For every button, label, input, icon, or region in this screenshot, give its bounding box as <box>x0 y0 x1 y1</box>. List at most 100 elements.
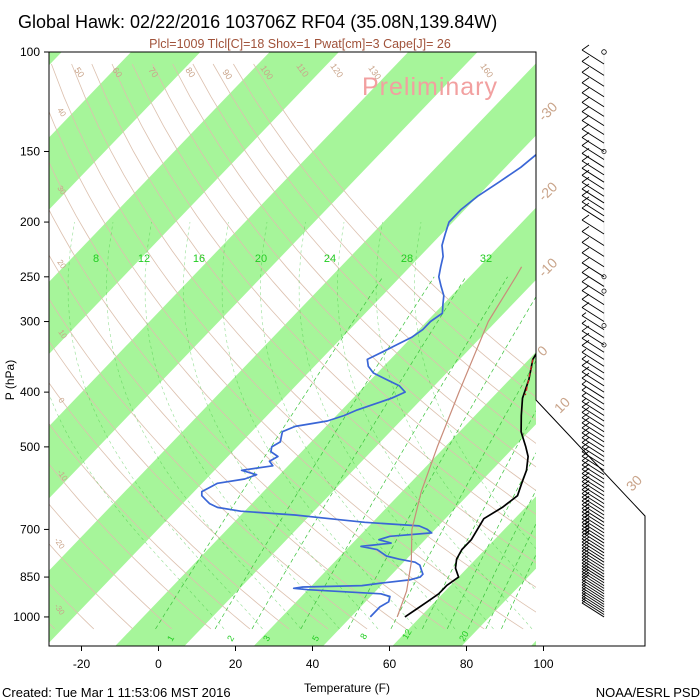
wind-barb <box>581 355 605 374</box>
wind-barb <box>581 566 605 586</box>
barb-flag <box>581 520 590 527</box>
wind-barb <box>581 392 605 411</box>
y-axis-label: P (hPa) <box>3 360 17 400</box>
wind-barb <box>581 560 605 581</box>
moist-adiabat <box>260 222 456 630</box>
barb-shaft <box>581 504 605 520</box>
wind-barb <box>581 360 605 380</box>
wind-barb <box>581 196 605 217</box>
barb-half-flag <box>581 380 587 385</box>
barb-shaft <box>581 241 605 257</box>
dry-adiabat <box>111 63 536 539</box>
barb-flag <box>581 267 590 273</box>
barb-flag <box>581 530 590 536</box>
barb-flag <box>581 162 590 169</box>
barb-flag <box>581 97 590 103</box>
isotherm-label: -20 <box>535 178 561 204</box>
wind-barb <box>581 87 605 108</box>
barb-shaft <box>581 559 605 575</box>
mixing-ratio-line <box>390 359 536 630</box>
dry-adiabat <box>0 64 16 629</box>
barb-shaft <box>581 137 605 152</box>
barb-flag <box>581 510 590 516</box>
y-tick-label: 250 <box>20 270 40 284</box>
barb-half-flag <box>581 312 587 316</box>
barb-shaft <box>581 521 605 537</box>
footer-credit: NOAA/ESRL PSD <box>596 685 700 700</box>
y-tick-label: 850 <box>20 570 40 584</box>
barb-shaft <box>581 417 605 433</box>
mixing-ratio-line <box>446 452 536 630</box>
wind-barb <box>581 97 605 117</box>
barb-shaft <box>581 351 605 367</box>
barb-shaft <box>581 120 605 135</box>
moist-adiabat <box>49 393 225 630</box>
barb-shaft <box>581 602 605 618</box>
barb-half-flag <box>584 495 590 500</box>
mixing-ratio-line <box>421 410 536 630</box>
barb-flag <box>581 66 590 73</box>
barb-shaft <box>581 152 605 168</box>
barb-shaft <box>581 71 605 87</box>
barb-shaft <box>581 455 605 471</box>
dry-adiabat <box>49 340 329 630</box>
barb-flag <box>581 366 590 373</box>
dewpoint-line <box>200 153 536 618</box>
barb-flag <box>581 236 590 243</box>
barb-flag <box>581 516 590 523</box>
moist-adiabat <box>337 222 533 630</box>
dry-adiabat-label: 50 <box>72 65 86 79</box>
barb-half-flag <box>584 524 590 529</box>
barb-shaft <box>581 128 605 144</box>
barb-shaft <box>581 511 605 527</box>
dry-adiabat <box>131 63 536 515</box>
barb-shaft <box>581 262 605 278</box>
wind-barb <box>581 563 605 584</box>
barb-shaft <box>581 451 605 467</box>
mixing-ratio-label: 20 <box>457 629 471 643</box>
barb-shaft <box>581 377 605 393</box>
wind-barb <box>581 417 605 438</box>
barb-shaft <box>581 584 605 600</box>
barb-shaft <box>581 518 605 534</box>
barb-half-flag <box>584 499 590 504</box>
left-edge-label: -20 <box>52 536 66 551</box>
barb-shaft <box>581 365 605 380</box>
barb-flag <box>581 548 590 555</box>
isotherm-stripe <box>392 496 536 646</box>
dry-adiabat <box>253 63 536 375</box>
barb-shaft <box>581 568 605 584</box>
barb-shaft <box>581 582 605 597</box>
barb-shaft <box>581 489 605 504</box>
isotherm-stripe <box>49 52 339 355</box>
wind-barb <box>581 226 605 246</box>
barb-shaft <box>581 92 605 108</box>
isotherm-stripe <box>49 52 201 210</box>
isotherm-stripe <box>115 207 536 646</box>
wind-barb <box>581 545 605 566</box>
dry-adiabat <box>212 63 536 421</box>
wind-barb <box>581 407 605 427</box>
barb-shaft <box>581 595 605 610</box>
mixing-ratio-line <box>501 553 536 630</box>
wind-barb <box>581 536 605 557</box>
dry-adiabat-label: 90 <box>220 67 234 81</box>
barb-flag <box>581 401 590 408</box>
mixing-ratio-label: 12 <box>400 627 414 641</box>
dry-adiabat <box>49 298 368 630</box>
wind-barb <box>581 106 605 127</box>
mixing-ratio-line <box>214 276 435 630</box>
barb-shaft <box>581 207 605 223</box>
wind-barb <box>581 386 605 405</box>
wind-barb <box>581 557 605 578</box>
barb-shaft <box>581 573 605 589</box>
isotherm-label: -10 <box>535 254 561 280</box>
y-tick-label: 300 <box>20 315 40 329</box>
barb-shaft <box>581 344 605 360</box>
wind-barb <box>581 551 605 572</box>
wind-barb <box>581 123 605 144</box>
barb-flag <box>581 545 590 552</box>
isotherm-stripe <box>49 52 62 66</box>
moist-adiabat <box>67 222 263 630</box>
dry-adiabat <box>192 63 536 444</box>
